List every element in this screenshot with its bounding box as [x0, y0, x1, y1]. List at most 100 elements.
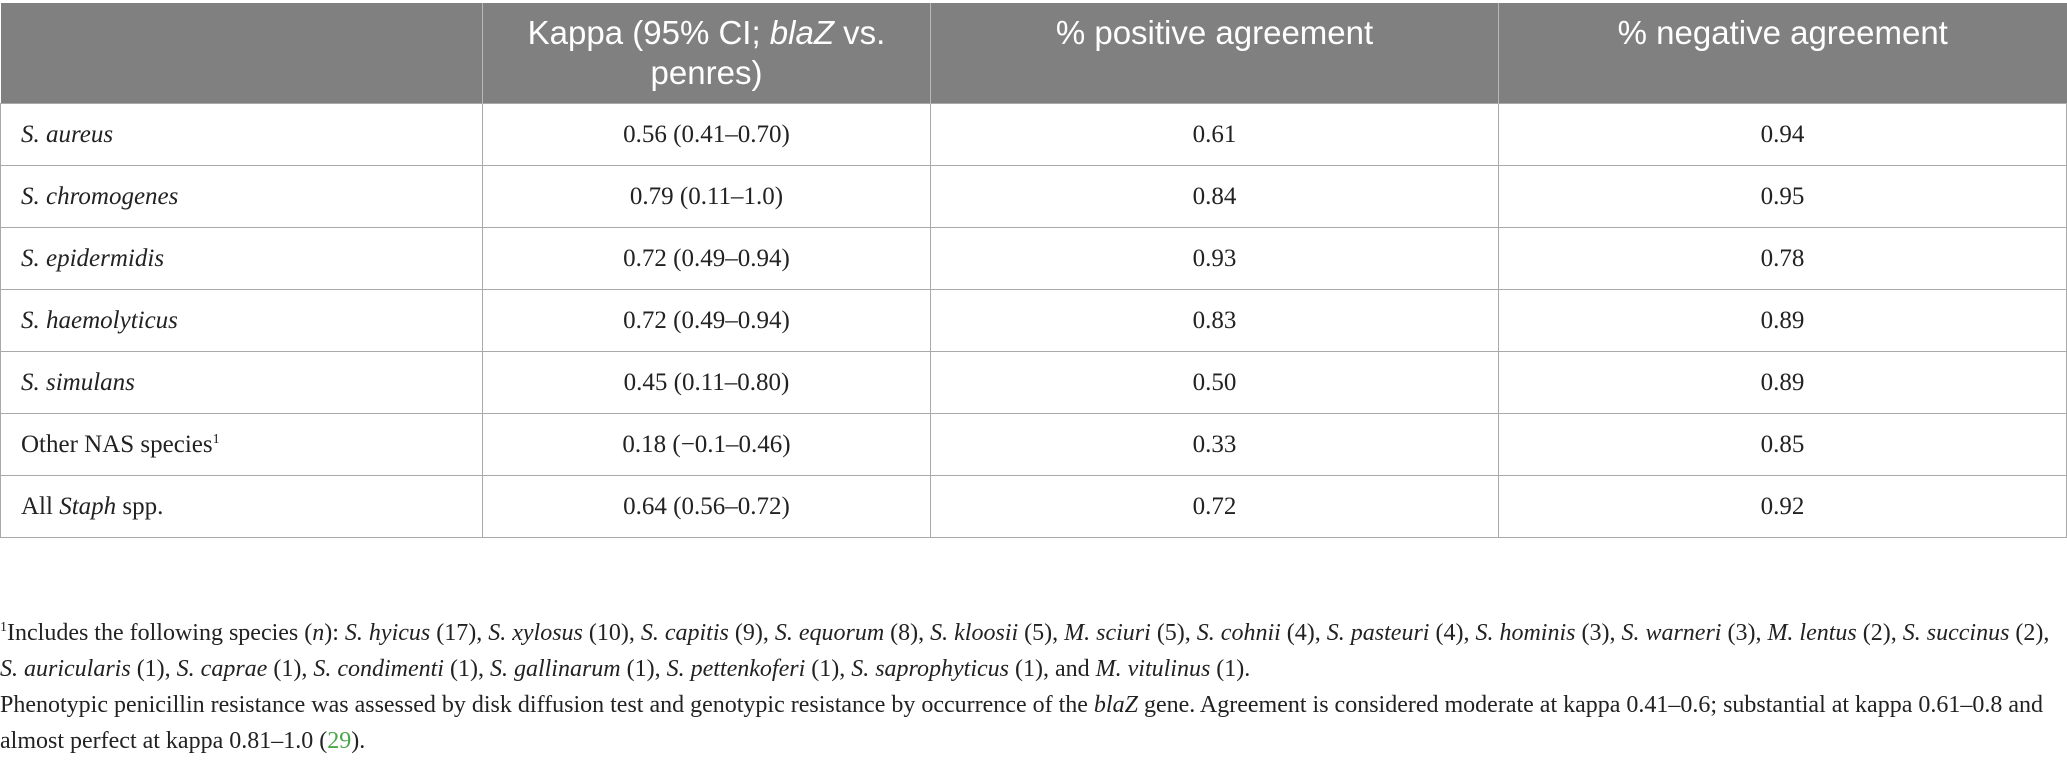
species-name: S. caprae — [176, 656, 268, 682]
positive-agreement-value: 0.83 — [930, 289, 1499, 352]
species-name: S. condimenti — [313, 656, 444, 682]
species-count: (2), — [2009, 620, 2050, 646]
kappa-value: 0.79 (0.11–1.0) — [482, 165, 931, 228]
kappa-value: 0.56 (0.41–0.70) — [482, 103, 931, 166]
footnote-method: Phenotypic penicillin resistance was ass… — [0, 687, 2060, 759]
species-count: (2), — [1856, 620, 1903, 646]
species-count: (1), — [267, 656, 314, 682]
species-count: (1), — [805, 656, 852, 682]
species-name: S. chromogenes — [0, 165, 483, 228]
header-kappa-pre: Kappa (95% CI; — [527, 14, 770, 51]
reference-link[interactable]: 29 — [327, 728, 352, 754]
negative-agreement-value: 0.78 — [1498, 227, 2067, 290]
species-prefix: All — [21, 492, 60, 520]
species-name: S. pettenkoferi — [666, 656, 806, 682]
species-count: (1), — [130, 656, 177, 682]
negative-agreement-value: 0.94 — [1498, 103, 2067, 166]
species-list: S. hyicus (17), S. xylosus (10), S. capi… — [0, 620, 2049, 682]
header-species — [0, 3, 483, 104]
species-name: S. haemolyticus — [0, 289, 483, 352]
footnote-text: Includes the following species ( — [7, 620, 313, 646]
table-row: All Staph spp. 0.64 (0.56–0.72) 0.72 0.9… — [0, 475, 2067, 538]
footnote-text: ). — [351, 728, 366, 754]
kappa-value: 0.72 (0.49–0.94) — [482, 227, 931, 290]
positive-agreement-value: 0.61 — [930, 103, 1499, 166]
footnote-text: gene. Agreement is considered moderate a… — [0, 692, 2044, 754]
species-count: (10), — [582, 620, 641, 646]
table-row: S. haemolyticus 0.72 (0.49–0.94) 0.83 0.… — [0, 289, 2067, 352]
species-name: Other NAS species1 — [0, 413, 483, 476]
species-suffix: spp. — [116, 492, 164, 520]
header-negative-agreement: % negative agreement — [1498, 3, 2067, 104]
table-row: S. aureus 0.56 (0.41–0.70) 0.61 0.94 — [0, 103, 2067, 166]
footnote-text: ): — [324, 620, 345, 646]
species-italic: Staph — [59, 492, 117, 520]
species-name: S. equorum — [774, 620, 885, 646]
species-italic: S. epidermidis — [21, 244, 165, 272]
species-italic: S. aureus — [21, 120, 114, 148]
negative-agreement-value: 0.85 — [1498, 413, 2067, 476]
species-name: S. auricularis — [0, 656, 131, 682]
species-count: (4), — [1429, 620, 1476, 646]
species-name: S. cohnii — [1196, 620, 1281, 646]
species-name: M. lentus — [1767, 620, 1857, 646]
species-count: (4), — [1280, 620, 1327, 646]
species-count: (3), — [1575, 620, 1622, 646]
species-name: S. simulans — [0, 351, 483, 414]
species-count: (5), — [1150, 620, 1197, 646]
table-notes: 1Includes the following species (n): S. … — [0, 610, 2060, 759]
header-kappa-post: vs. penres) — [650, 14, 886, 91]
species-italic: S. haemolyticus — [21, 306, 178, 334]
footnote-marker: 1 — [0, 620, 7, 635]
species-name: S. epidermidis — [0, 227, 483, 290]
kappa-value: 0.72 (0.49–0.94) — [482, 289, 931, 352]
species-count: (3), — [1721, 620, 1768, 646]
header-positive-agreement: % positive agreement — [930, 3, 1499, 104]
agreement-table: Kappa (95% CI; blaZ vs. penres) % positi… — [0, 3, 2067, 538]
footnote-n: n — [312, 620, 325, 646]
species-count: (8), — [884, 620, 931, 646]
negative-agreement-value: 0.89 — [1498, 351, 2067, 414]
table-body: S. aureus 0.56 (0.41–0.70) 0.61 0.94 S. … — [0, 103, 2067, 538]
species-name: M. vitulinus — [1095, 656, 1211, 682]
species-name: All Staph spp. — [0, 475, 483, 538]
footnote-text: Phenotypic penicillin resistance was ass… — [0, 692, 1094, 718]
table-header: Kappa (95% CI; blaZ vs. penres) % positi… — [0, 3, 2067, 104]
species-count: (1). — [1210, 656, 1251, 682]
species-count: (5), — [1018, 620, 1065, 646]
species-count: (1), and — [1009, 656, 1096, 682]
species-name: S. xylosus — [488, 620, 583, 646]
positive-agreement-value: 0.84 — [930, 165, 1499, 228]
table-row: Other NAS species1 0.18 (−0.1–0.46) 0.33… — [0, 413, 2067, 476]
kappa-value: 0.18 (−0.1–0.46) — [482, 413, 931, 476]
positive-agreement-value: 0.50 — [930, 351, 1499, 414]
table-row: S. chromogenes 0.79 (0.11–1.0) 0.84 0.95 — [0, 165, 2067, 228]
footnote-marker: 1 — [212, 431, 220, 447]
negative-agreement-value: 0.92 — [1498, 475, 2067, 538]
header-kappa-gene: blaZ — [769, 14, 834, 51]
species-name: S. saprophyticus — [851, 656, 1009, 682]
species-name: S. hominis — [1475, 620, 1576, 646]
species-name: S. hyicus — [344, 620, 431, 646]
footnote-species: 1Includes the following species (n): S. … — [0, 610, 2060, 687]
species-count: (1), — [443, 656, 490, 682]
table-row: S. simulans 0.45 (0.11–0.80) 0.50 0.89 — [0, 351, 2067, 414]
header-row: Kappa (95% CI; blaZ vs. penres) % positi… — [0, 3, 2067, 104]
species-name: S. kloosii — [930, 620, 1019, 646]
species-name: S. capitis — [640, 620, 729, 646]
gene-name: blaZ — [1093, 692, 1138, 718]
species-plain: Other NAS species — [21, 430, 213, 458]
species-name: S. gallinarum — [489, 656, 621, 682]
negative-agreement-value: 0.89 — [1498, 289, 2067, 352]
species-count: (1), — [620, 656, 667, 682]
table-wrapper: Kappa (95% CI; blaZ vs. penres) % positi… — [0, 3, 2067, 538]
species-count: (17), — [430, 620, 489, 646]
kappa-value: 0.45 (0.11–0.80) — [482, 351, 931, 414]
species-name: S. pasteuri — [1326, 620, 1430, 646]
positive-agreement-value: 0.72 — [930, 475, 1499, 538]
positive-agreement-value: 0.33 — [930, 413, 1499, 476]
species-name: S. aureus — [0, 103, 483, 166]
species-count: (9), — [728, 620, 775, 646]
kappa-value: 0.64 (0.56–0.72) — [482, 475, 931, 538]
negative-agreement-value: 0.95 — [1498, 165, 2067, 228]
